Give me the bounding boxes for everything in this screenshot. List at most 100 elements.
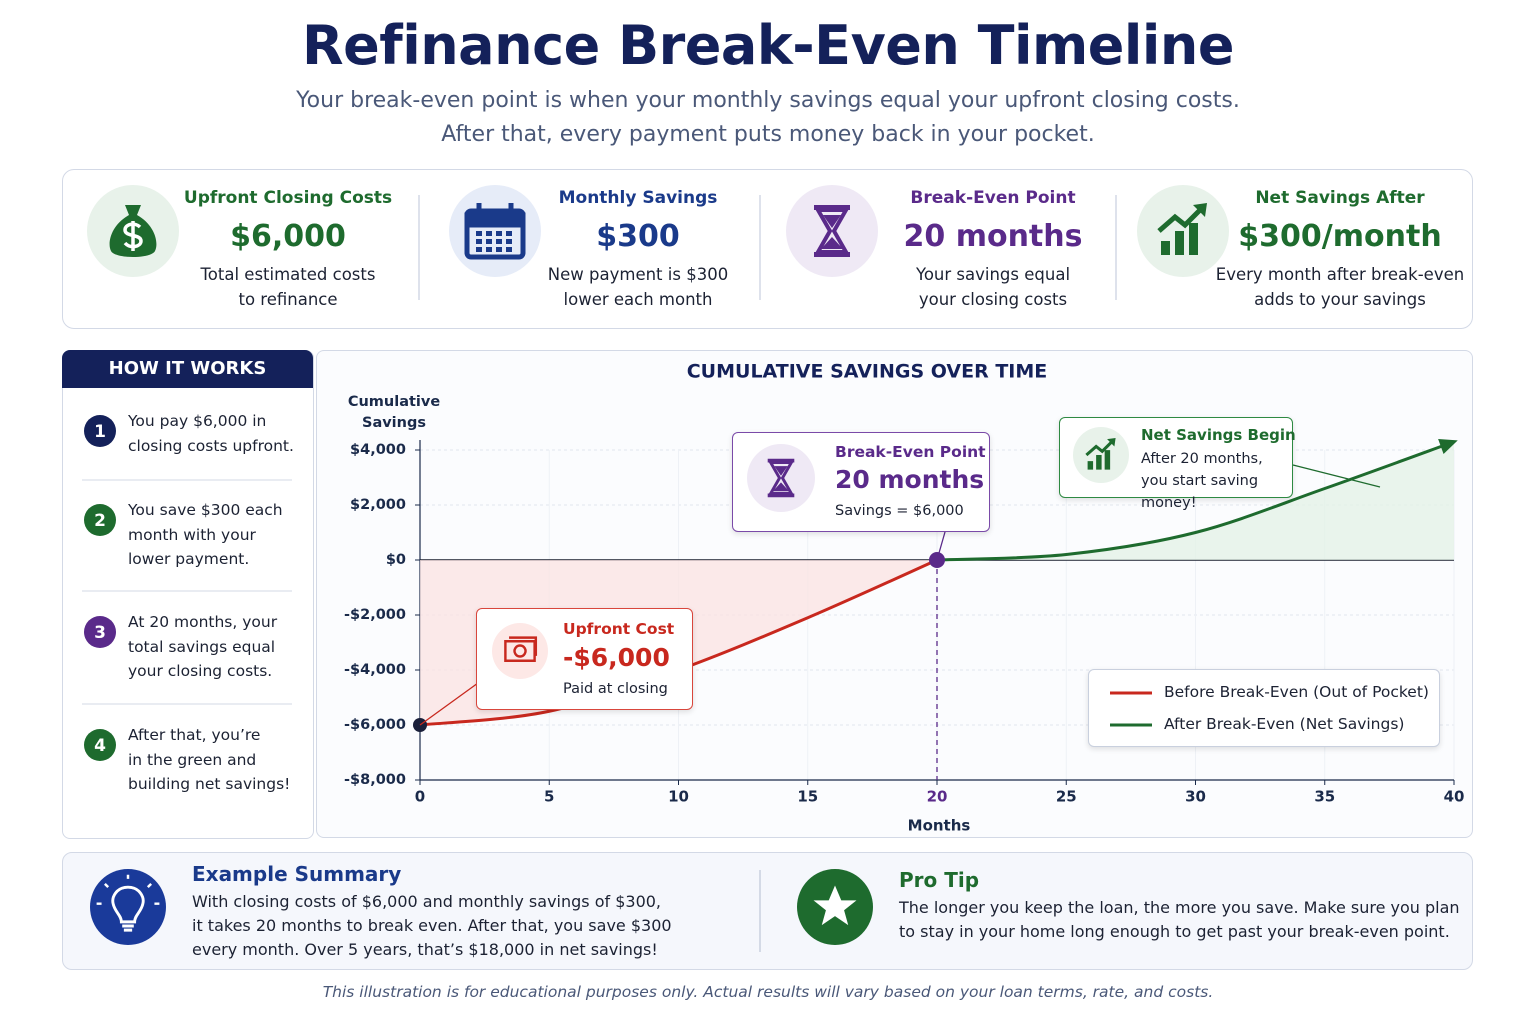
step-text: You save $300 each: [128, 501, 283, 519]
x-tick-label: 10: [668, 788, 689, 806]
icon-shape: [111, 885, 145, 932]
icon-shape: [513, 644, 527, 658]
bottom-panel: [62, 852, 1473, 970]
step-text: total savings equal: [128, 637, 276, 656]
icon-star: [797, 869, 873, 945]
step-text: your closing costs.: [128, 662, 273, 680]
stat-desc: lower each month: [563, 290, 713, 309]
icon-shape: [96, 874, 160, 905]
step-badge: [84, 504, 116, 536]
icon-shape: [504, 636, 538, 662]
y-tick-label: -$8,000: [344, 772, 406, 788]
callout-text: After 20 months,: [1141, 451, 1263, 467]
callout-text: money!: [1141, 495, 1197, 511]
icon-bulb: [90, 869, 166, 945]
icon-shape: [1161, 223, 1198, 255]
step-number: 3: [94, 623, 106, 643]
icon-shape: [464, 203, 526, 228]
stat-value: $300: [596, 219, 680, 254]
tip-title: Pro Tip: [899, 868, 980, 892]
step-text: month with your: [128, 525, 256, 544]
stat-title: Break-Even Point: [910, 188, 1076, 208]
step-number: 4: [94, 736, 106, 756]
icon-shape: [1087, 450, 1111, 470]
icon-shape: [768, 460, 794, 496]
icon-shape: [476, 231, 512, 252]
x-tick-label: 40: [1444, 788, 1465, 806]
callout: [1088, 669, 1440, 747]
stat-desc: adds to your savings: [1254, 290, 1426, 309]
icon-shape: [813, 885, 857, 926]
title: Refinance Break-Even Timeline: [302, 14, 1234, 77]
area: [937, 441, 1454, 560]
step-badge: [84, 729, 116, 761]
y-tick-label: -$6,000: [344, 717, 406, 733]
icon-calendar: [449, 185, 541, 277]
callout-title: Net Savings Begin: [1141, 426, 1296, 444]
stat-title: Monthly Savings: [558, 188, 718, 208]
icon-shape: [814, 208, 850, 254]
x-tick-label: 20: [927, 788, 948, 806]
stat-value: $300/month: [1238, 219, 1442, 254]
x-tick-label: 0: [415, 788, 425, 806]
icon-bg: [449, 185, 541, 277]
leader: [936, 531, 946, 561]
icon-cash: [492, 623, 548, 679]
step-text: At 20 months, your: [128, 613, 278, 631]
leader: [1292, 464, 1381, 488]
icon-shape: [772, 466, 790, 492]
summary-text: With closing costs of $6,000 and monthly…: [192, 892, 662, 911]
step-text: After that, you’re: [128, 726, 261, 744]
icon-shape: [821, 215, 843, 249]
x-tick-label: 30: [1185, 788, 1206, 806]
step-number: 2: [94, 511, 106, 531]
legend-label: After Break-Even (Net Savings): [1164, 715, 1405, 733]
summary-text: every month. Over 5 years, that’s $18,00…: [192, 940, 658, 959]
step-text: closing costs upfront.: [128, 436, 294, 455]
y-tick-label: -$2,000: [344, 607, 406, 623]
icon-bg: [492, 623, 548, 679]
legend-label: Before Break-Even (Out of Pocket): [1164, 683, 1429, 701]
step-number: 1: [94, 422, 106, 442]
y-axis-label: Cumulative Savings: [347, 394, 441, 431]
x-tick-label: 25: [1056, 788, 1077, 806]
icon-shape: [1085, 439, 1115, 457]
callout-value: -$6,000: [563, 643, 670, 672]
y-tick-label: $4,000: [350, 442, 406, 458]
y-tick-label: -$4,000: [344, 662, 406, 678]
stats-panel: [62, 169, 1473, 329]
callout-text: you start saving: [1141, 473, 1259, 489]
stat-desc: New payment is $300: [547, 265, 729, 284]
chart-title: CUMULATIVE SAVINGS OVER TIME: [687, 361, 1048, 383]
step-text: You pay $6,000 in: [128, 412, 267, 430]
icon-shape: [1107, 437, 1116, 447]
summary-text: it takes 20 months to break even. After …: [192, 916, 672, 935]
x-tick-label: 35: [1314, 788, 1335, 806]
stat-desc: your closing costs: [918, 290, 1068, 309]
arrowhead: [1438, 438, 1458, 455]
subtitle: Your break-even point is when your month…: [296, 88, 1240, 113]
stat-desc: Every month after break-even: [1215, 265, 1465, 284]
icon-hourglass: [786, 185, 878, 277]
stat-value: $6,000: [230, 219, 346, 254]
summary-title: Example Summary: [192, 862, 402, 886]
icon-growth: [1137, 185, 1229, 277]
icon-bg: [90, 869, 166, 945]
step-text: lower payment.: [128, 550, 250, 568]
y-tick-label: $2,000: [350, 497, 406, 513]
callout-value: 20 months: [835, 465, 985, 494]
icon-growth: [1073, 427, 1129, 483]
icon-shape: [1157, 205, 1205, 233]
leader: [419, 682, 479, 726]
tip-text: to stay in your home long enough to get …: [899, 922, 1450, 941]
callout-title: Break-Even Point: [835, 443, 986, 461]
step-badge: [84, 616, 116, 648]
stat-desc: to refinance: [238, 290, 338, 309]
series-line: [936, 440, 1455, 562]
how-title: HOW IT WORKS: [108, 358, 267, 379]
callout-title: Upfront Cost: [563, 620, 675, 638]
subtitle: After that, every payment puts money bac…: [441, 122, 1095, 147]
callout-text: Paid at closing: [563, 681, 668, 697]
step-text: in the green and: [128, 750, 257, 769]
